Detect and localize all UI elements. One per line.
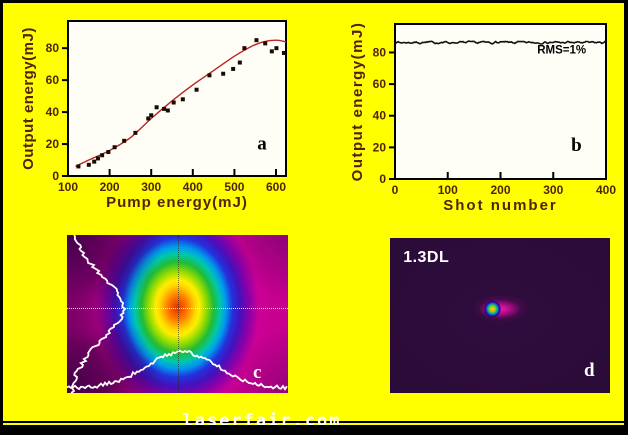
panel-a-output-vs-pump-chart: 0 20 40 60 80 100 200 300 400 500 600 Pump energy(m… (20, 20, 287, 211)
data-point (112, 145, 117, 150)
data-point (154, 105, 159, 110)
data-point (106, 150, 111, 155)
data-point (146, 116, 151, 121)
watermark: laserfair.com (182, 411, 342, 431)
y-tick-label: 40 (373, 109, 387, 123)
y-tick-label: 60 (373, 77, 387, 91)
y-tick-label: 20 (46, 137, 60, 151)
panel-label-c: c (253, 361, 262, 383)
data-point (122, 138, 127, 143)
beam-cross-section-curves (67, 235, 288, 393)
x-tick-label: 300 (141, 180, 161, 194)
panel-b-shot-stability-chart: 0 20 40 60 80 0 100 200 300 400 Shot number Output … (349, 22, 616, 214)
plot-area (67, 20, 287, 177)
x-tick-label: 300 (543, 183, 563, 197)
data-point (231, 66, 236, 71)
x-tick-label: 400 (596, 183, 616, 197)
data-point (207, 73, 212, 78)
data-point (100, 153, 105, 158)
crosshair-vertical-line (177, 235, 179, 393)
data-point (92, 159, 97, 164)
data-point (269, 49, 274, 54)
y-tick-label: 20 (373, 140, 387, 154)
data-point (221, 71, 226, 76)
focal-spot (458, 290, 537, 329)
vertical-profile-curve (70, 235, 127, 393)
panel-label-a: a (257, 134, 267, 155)
data-point (194, 87, 199, 92)
data-point (149, 113, 154, 118)
x-axis-label: Shot number (443, 197, 558, 214)
x-tick-label: 0 (392, 183, 399, 197)
y-tick-label: 60 (46, 73, 60, 87)
data-point (86, 162, 91, 167)
data-point (263, 41, 268, 46)
x-axis-label: Pump energy(mJ) (106, 194, 248, 211)
y-tick-label: 0 (379, 172, 386, 186)
x-tick-label: 600 (266, 180, 286, 194)
x-tick-label: 200 (490, 183, 510, 197)
watermark-strike-line (3, 421, 624, 423)
y-axis-label: Output energy(mJ) (349, 22, 366, 182)
panel-d-far-field-image: 1.3DL d (390, 238, 610, 393)
data-point (162, 106, 167, 111)
data-point (180, 97, 185, 102)
panel-label-d: d (584, 360, 595, 382)
data-point (171, 100, 176, 105)
panel-label-b: b (571, 135, 582, 156)
horizontal-profile-curve (67, 349, 288, 391)
rms-annotation: RMS=1% (537, 44, 586, 56)
x-tick-label: 500 (224, 180, 244, 194)
data-point (281, 50, 286, 55)
data-point (274, 46, 279, 51)
y-tick-label: 80 (373, 45, 387, 59)
x-tick-label: 200 (100, 180, 120, 194)
data-point (133, 130, 138, 135)
data-point (165, 108, 170, 113)
data-point (254, 38, 259, 43)
y-tick-label: 0 (52, 169, 59, 183)
y-tick-label: 80 (46, 41, 60, 55)
data-point (76, 164, 81, 169)
x-tick-label: 100 (438, 183, 458, 197)
x-tick-label: 100 (58, 180, 78, 194)
x-tick-label: 400 (183, 180, 203, 194)
energy-trace (394, 40, 607, 45)
beam-quality-annotation: 1.3DL (403, 248, 450, 266)
plot-area (394, 23, 607, 180)
data-point (242, 46, 247, 51)
data-point (237, 60, 242, 65)
panel-c-beam-profile-image: c (67, 235, 288, 393)
data-point (95, 156, 100, 161)
y-axis-label: Output energy(mJ) (20, 27, 37, 170)
y-tick-label: 40 (46, 105, 60, 119)
